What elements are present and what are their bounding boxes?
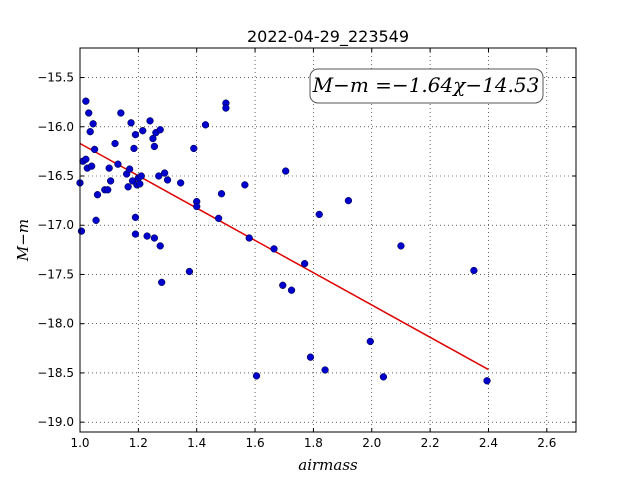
data-point	[105, 164, 113, 172]
data-point	[155, 172, 163, 180]
data-point	[241, 181, 249, 189]
data-point	[131, 213, 140, 222]
fit-line-layer	[79, 142, 489, 371]
x-tick-label: 1.0	[70, 436, 89, 450]
data-point	[163, 176, 172, 184]
data-point	[270, 245, 278, 253]
data-point	[139, 127, 147, 135]
data-point	[344, 196, 353, 205]
x-tick-label: 1.8	[304, 436, 323, 450]
y-axis-label: M−m	[14, 219, 32, 262]
data-point	[82, 97, 90, 105]
data-point	[321, 366, 329, 374]
data-point	[131, 230, 140, 238]
data-point	[483, 377, 491, 385]
data-point	[93, 191, 102, 199]
x-tick-label: 1.4	[187, 436, 206, 450]
y-tick-label: −19.0	[37, 415, 74, 429]
data-point	[217, 190, 226, 198]
data-point	[136, 180, 144, 188]
data-point	[146, 117, 154, 125]
data-point	[124, 183, 132, 191]
y-tick-label: −18.5	[37, 366, 74, 380]
y-tick-label: −18.0	[37, 317, 74, 331]
grid	[80, 48, 576, 432]
data-point	[106, 177, 115, 185]
data-point	[397, 242, 405, 250]
data-points	[76, 97, 491, 385]
fit-line	[79, 142, 489, 371]
data-point	[185, 267, 194, 276]
data-point	[77, 227, 86, 235]
data-point	[149, 134, 157, 143]
data-point	[470, 266, 478, 275]
data-point	[214, 214, 223, 222]
data-point	[86, 128, 94, 136]
data-point	[156, 242, 164, 250]
x-tick-label: 2.4	[479, 436, 498, 450]
x-axis-label: airmass	[298, 456, 358, 474]
data-point	[190, 144, 198, 153]
y-tick-label: −16.0	[37, 120, 74, 134]
data-point	[125, 165, 134, 173]
y-tick-label: −16.5	[37, 169, 74, 183]
data-point	[104, 186, 112, 194]
x-tick-label: 1.6	[246, 436, 265, 450]
data-point	[252, 372, 261, 380]
axis-ticks: 1.0 1.2 1.4 1.6 1.8 2.0 2.2 2.4 2.6 −15.5 −16.0 −16…	[37, 48, 576, 450]
data-point	[150, 142, 159, 151]
data-point	[92, 216, 100, 224]
data-point	[177, 179, 185, 187]
data-point	[130, 144, 138, 153]
fit-equation: M−m =−1.64χ−14.53	[312, 73, 540, 97]
data-point	[158, 278, 166, 286]
y-tick-label: −15.5	[37, 71, 74, 85]
data-point	[222, 104, 230, 112]
data-point	[85, 109, 93, 117]
x-tick-label: 2.6	[537, 436, 556, 450]
x-tick-label: 1.2	[129, 436, 148, 450]
data-point	[156, 126, 164, 134]
data-point	[90, 145, 99, 154]
data-point	[193, 202, 201, 211]
fit-equation-box: M−m =−1.64χ−14.53	[309, 68, 544, 104]
fit-equation-frame	[309, 68, 544, 104]
x-tick-label: 2.2	[421, 436, 440, 450]
chart-title: 2022-04-29_223549	[247, 27, 409, 47]
y-tick-label: −17.5	[37, 267, 74, 281]
data-point	[114, 160, 122, 168]
data-point	[143, 232, 151, 240]
data-point	[379, 373, 388, 381]
data-point	[160, 169, 169, 177]
data-point	[366, 337, 374, 346]
data-point	[315, 210, 323, 219]
x-tick-label: 2.0	[362, 436, 381, 450]
data-point	[131, 130, 140, 139]
y-tick-label: −17.0	[37, 218, 74, 232]
plot-frame	[79, 47, 577, 433]
data-point	[301, 259, 309, 268]
data-point	[245, 234, 253, 242]
data-point	[127, 119, 135, 127]
data-point	[287, 286, 296, 294]
data-point	[306, 353, 315, 361]
data-point	[137, 172, 145, 180]
data-point	[111, 139, 119, 148]
data-point	[279, 281, 287, 289]
data-point	[201, 121, 210, 129]
data-point	[150, 234, 159, 242]
data-point	[282, 167, 290, 175]
data-point	[82, 155, 90, 163]
data-point	[117, 109, 125, 117]
data-point	[89, 120, 97, 128]
data-point	[88, 162, 96, 170]
